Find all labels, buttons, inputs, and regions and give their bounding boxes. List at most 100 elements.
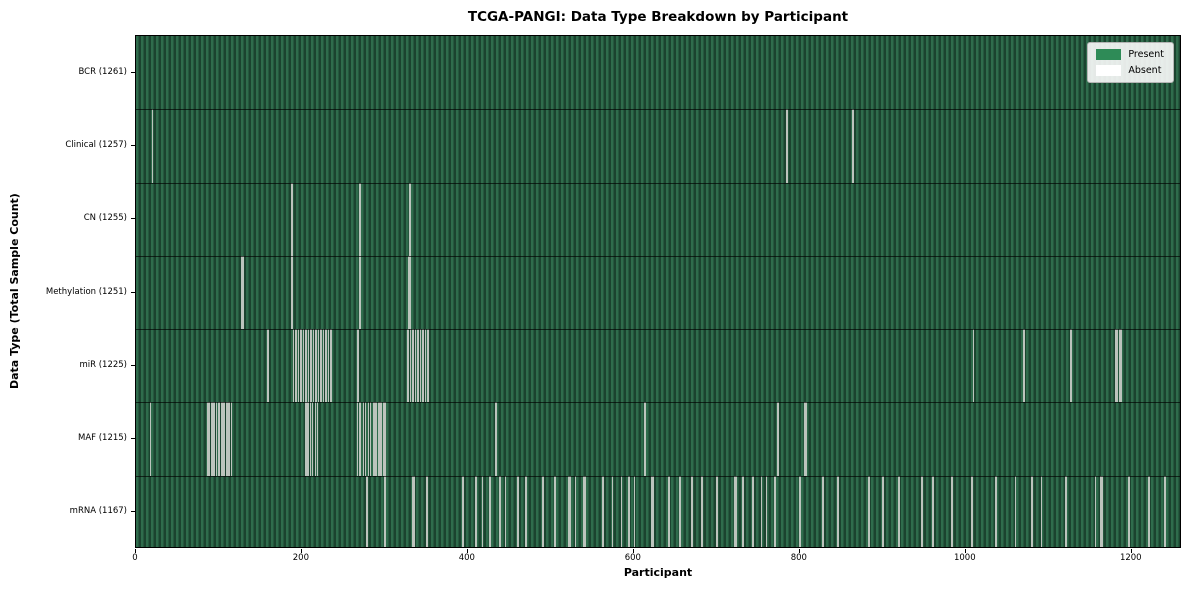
absent-mark <box>995 475 997 547</box>
absent-mark <box>409 182 412 256</box>
absent-mark <box>212 402 214 476</box>
absent-mark <box>951 475 953 547</box>
absent-mark <box>921 475 923 547</box>
absent-mark <box>362 402 364 476</box>
absent-mark <box>822 475 824 547</box>
absent-mark <box>209 402 211 476</box>
y-axis-label: Data Type (Total Sample Count) <box>8 193 21 390</box>
absent-mark <box>504 475 506 547</box>
absent-mark <box>805 402 808 476</box>
heatmap-row-BCR <box>135 36 1180 110</box>
absent-mark <box>312 402 314 476</box>
absent-mark <box>229 402 231 476</box>
absent-mark <box>384 402 386 476</box>
row-separator <box>135 182 1180 184</box>
absent-mark <box>315 329 317 403</box>
absent-mark <box>1128 475 1130 547</box>
absent-mark <box>358 182 360 256</box>
legend: Present Absent <box>1087 42 1174 83</box>
absent-mark <box>1040 475 1042 547</box>
absent-mark <box>384 475 386 547</box>
absent-mark <box>356 329 359 403</box>
absent-mark <box>474 475 476 547</box>
absent-mark <box>225 402 228 476</box>
absent-mark <box>419 329 422 403</box>
y-axis-tick <box>130 218 135 220</box>
absent-mark <box>972 329 974 403</box>
absent-mark <box>360 402 362 476</box>
absent-mark <box>995 475 998 547</box>
absent-mark <box>668 475 671 547</box>
absent-mark <box>302 329 305 403</box>
absent-mark <box>317 329 320 403</box>
absent-mark <box>417 329 419 403</box>
absent-mark <box>357 329 359 403</box>
absent-mark <box>1147 475 1150 547</box>
y-tick-label-MAF: MAF (1215) <box>77 433 127 444</box>
x-tick-label: 200 <box>292 553 310 563</box>
y-axis-tick <box>130 144 135 146</box>
absent-mark <box>652 475 654 547</box>
absent-mark <box>1064 475 1067 547</box>
absent-mark <box>1148 475 1150 547</box>
absent-mark <box>489 475 491 547</box>
absent-mark <box>785 109 788 183</box>
absent-mark <box>304 402 306 476</box>
absent-mark <box>1118 329 1120 403</box>
y-axis-tick <box>130 511 135 513</box>
absent-mark <box>499 475 501 547</box>
absent-mark <box>1031 475 1033 547</box>
absent-mark <box>692 475 694 547</box>
absent-mark <box>1115 329 1117 403</box>
absent-mark <box>267 329 269 403</box>
y-tick-label-CN: CN (1255) <box>83 213 127 224</box>
absent-mark <box>525 475 527 547</box>
absent-mark <box>360 255 362 330</box>
row-separator <box>135 475 1180 477</box>
y-tick-label-BCR: BCR (1261) <box>78 66 128 77</box>
x-tick-label: 400 <box>458 553 475 563</box>
absent-mark <box>1030 475 1033 547</box>
heatmap-row-CN <box>135 182 1180 256</box>
absent-mark <box>425 475 428 547</box>
absent-mark <box>868 475 871 547</box>
absent-mark <box>307 329 310 403</box>
absent-mark <box>424 329 427 403</box>
x-axis-label: Participant <box>623 566 693 579</box>
y-axis-tick <box>130 291 135 293</box>
absent-mark <box>836 475 838 547</box>
absent-mark <box>359 182 361 256</box>
absent-mark <box>774 475 776 547</box>
row-separator <box>135 329 1180 331</box>
absent-mark <box>292 182 294 256</box>
absent-mark <box>1165 475 1167 547</box>
absent-mark <box>291 182 293 256</box>
absent-mark <box>215 402 218 476</box>
heatmap-row-mRNA <box>135 475 1180 547</box>
absent-mark <box>412 475 414 547</box>
x-axis-tick <box>300 549 302 553</box>
absent-mark <box>601 475 603 547</box>
legend-label: Absent <box>1128 65 1162 76</box>
absent-mark <box>691 475 693 547</box>
absent-mark <box>407 329 409 403</box>
absent-mark <box>379 402 381 476</box>
absent-mark <box>701 475 703 547</box>
absent-mark <box>1069 329 1072 403</box>
absent-mark <box>150 402 152 476</box>
absent-mark <box>717 475 719 547</box>
absent-mark <box>242 255 244 330</box>
absent-mark <box>897 475 900 547</box>
absent-mark <box>1120 329 1122 403</box>
absent-mark <box>555 475 557 547</box>
x-axis-tick <box>466 549 468 553</box>
x-axis-tick <box>964 549 966 553</box>
y-tick-label-miR: miR (1225) <box>79 359 127 370</box>
absent-mark <box>569 475 571 547</box>
x-tick-label: 1000 <box>953 553 976 563</box>
absent-mark <box>306 402 308 476</box>
absent-mark <box>414 329 417 403</box>
absent-mark <box>374 402 376 476</box>
absent-mark <box>1023 329 1025 403</box>
y-tick-label-Clinical: Clinical (1257) <box>65 139 127 150</box>
